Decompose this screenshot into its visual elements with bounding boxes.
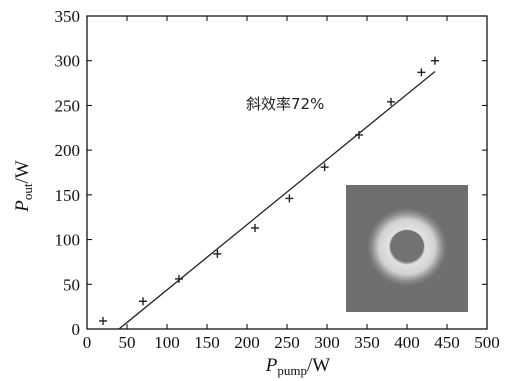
y-tick-label: 50 [63, 275, 80, 294]
slope-efficiency-annotation: 斜效率72% [246, 95, 324, 113]
y-tick-label: 150 [55, 186, 81, 205]
x-tick-label: 400 [394, 333, 420, 352]
x-axis-label-unit: /W [307, 355, 330, 376]
beam-profile-inset [346, 185, 468, 312]
y-axis-label-main: P [12, 200, 33, 213]
data-point [175, 274, 183, 283]
data-point [213, 249, 222, 258]
y-tick-label: 300 [55, 52, 81, 71]
y-tick-label: 100 [55, 231, 81, 250]
x-tick-label: 0 [83, 333, 92, 352]
x-tick-label: 50 [119, 333, 136, 352]
data-point [99, 316, 107, 325]
x-tick-label: 300 [314, 333, 340, 352]
x-tick-label: 250 [274, 333, 300, 352]
y-tick-label: 200 [55, 141, 81, 160]
y-axis-title: Pout/W [12, 160, 35, 213]
data-point [285, 194, 294, 203]
x-tick-label: 200 [234, 333, 260, 352]
y-tick-label: 350 [55, 7, 81, 26]
x-tick-label: 450 [434, 333, 460, 352]
data-point [139, 297, 147, 306]
data-point [387, 97, 395, 106]
y-tick-label: 250 [55, 96, 81, 115]
data-point [320, 163, 329, 172]
data-point [431, 56, 439, 65]
y-tick-label: 0 [72, 320, 81, 339]
data-point [417, 68, 426, 77]
x-tick-label: 150 [194, 333, 220, 352]
y-axis-label-unit: /W [12, 160, 33, 183]
data-point [251, 223, 259, 232]
data-point [355, 130, 363, 139]
plot-area: 0 50 100 150 200 250 300 350 400 450 500 0 50 100 150 2… [55, 7, 500, 352]
x-axis-title: Ppump/W [265, 355, 331, 378]
x-axis-label-main: P [265, 355, 278, 376]
fit-line [118, 70, 436, 330]
x-tick-label: 500 [474, 333, 500, 352]
svg-text:Ppump/W: Ppump/W [265, 355, 331, 378]
x-tick-label: 350 [354, 333, 380, 352]
x-axis-label-sub: pump [277, 363, 307, 378]
x-tick-label: 100 [154, 333, 180, 352]
svg-text:Pout/W: Pout/W [12, 160, 35, 213]
y-axis-label-sub: out [20, 183, 35, 200]
